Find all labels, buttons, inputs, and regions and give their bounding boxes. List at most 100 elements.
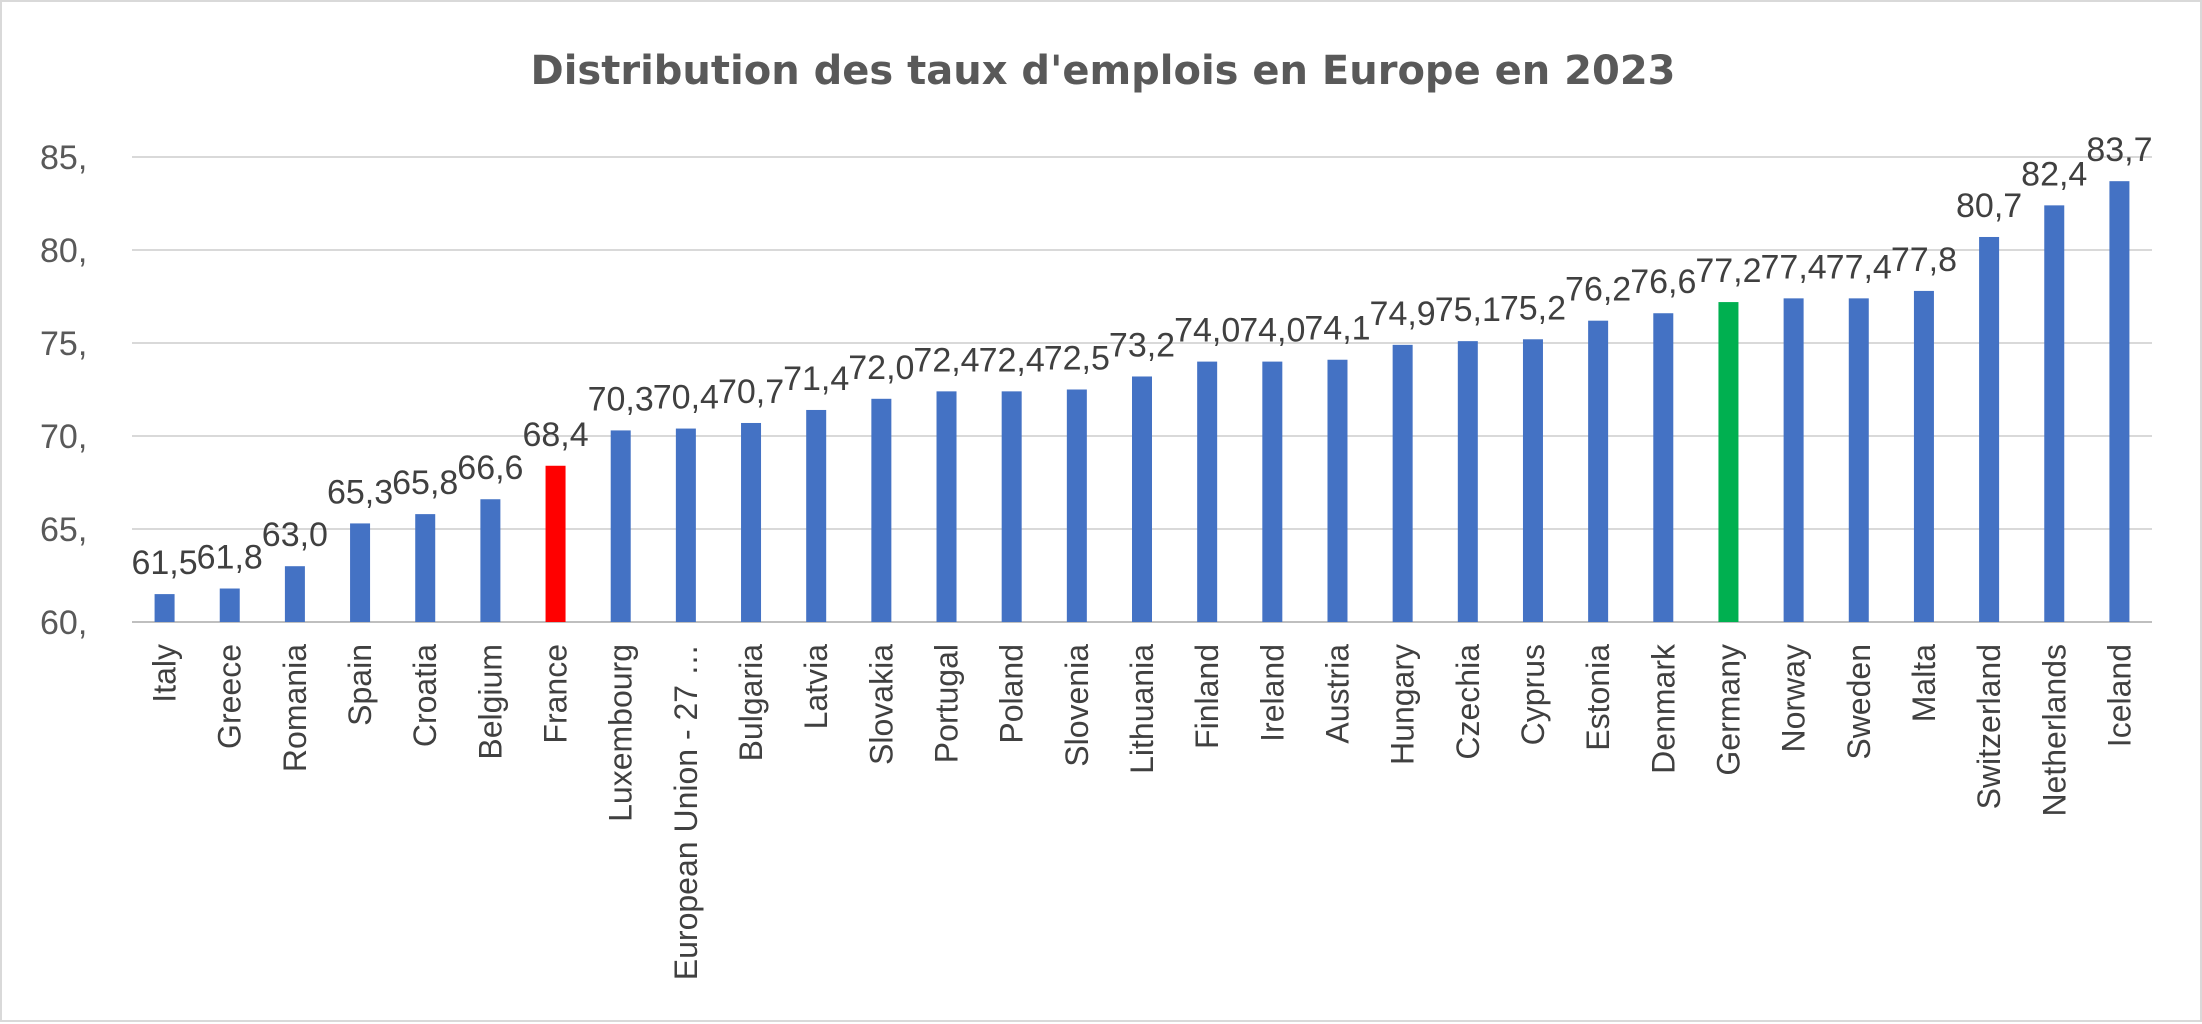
data-label: 72,0 [848, 349, 914, 387]
bar-hungary [1392, 344, 1413, 622]
data-label: 70,3 [588, 380, 654, 418]
bar-slovakia [871, 398, 892, 622]
x-tick-label: Latvia [798, 644, 834, 730]
data-label: 70,7 [718, 373, 784, 411]
x-tick-label: Romania [277, 644, 313, 772]
data-label: 72,5 [1044, 340, 1110, 378]
bar-estonia [1588, 320, 1609, 622]
x-tick-label: Ireland [1254, 644, 1290, 742]
data-label: 65,8 [392, 464, 458, 502]
data-label: 76,2 [1565, 271, 1631, 309]
x-tick-label: Netherlands [2036, 644, 2072, 817]
x-tick-label: Iceland [2101, 644, 2137, 747]
data-label: 77,4 [1761, 248, 1827, 286]
x-tick-label: Switzerland [1971, 644, 2007, 809]
x-tick-label: Malta [1906, 644, 1942, 722]
x-tick-label: Poland [994, 644, 1030, 744]
x-tick-label: Greece [212, 644, 248, 749]
x-tick-label: Estonia [1580, 644, 1616, 751]
bar-austria [1327, 359, 1348, 622]
data-label: 74,0 [1174, 312, 1240, 350]
y-tick-label: 70, [40, 418, 87, 456]
data-label: 74,1 [1304, 310, 1370, 348]
bar-france [545, 465, 566, 622]
x-tick-label: Cyprus [1515, 644, 1551, 745]
data-label: 72,4 [979, 341, 1045, 379]
y-axis-ticks: 60, 65, 70, 75, 80, 85, [40, 139, 87, 642]
bar-finland [1197, 361, 1218, 622]
bar-sweden [1848, 298, 1869, 622]
bar-romania [284, 566, 305, 622]
bar-malta [1913, 290, 1934, 622]
bar-spain [350, 523, 371, 622]
x-tick-label: Italy [147, 644, 183, 703]
bar-cyprus [1522, 339, 1543, 622]
bar-slovenia [1066, 389, 1087, 622]
y-tick-label: 80, [40, 232, 87, 270]
bar-croatia [415, 514, 436, 622]
data-label: 73,2 [1109, 326, 1175, 364]
bar-netherlands [2044, 205, 2065, 623]
bar-bulgaria [741, 422, 762, 622]
x-tick-label: Lithuania [1124, 644, 1160, 774]
x-tick-label: European Union - 27 … [668, 644, 704, 980]
x-tick-label: Germany [1710, 644, 1746, 776]
x-tick-label: Sweden [1841, 644, 1877, 760]
data-label: 65,3 [327, 473, 393, 511]
data-label: 76,6 [1630, 263, 1696, 301]
data-label: 74,0 [1239, 312, 1305, 350]
x-axis-ticks: Italy Greece Romania Spain Croatia Belgium Fra… [147, 643, 2138, 980]
data-label: 80,7 [1956, 187, 2022, 225]
x-tick-label: Slovakia [863, 644, 899, 765]
data-label: 77,4 [1826, 248, 1892, 286]
x-tick-label: Finland [1189, 644, 1225, 749]
bar-greece [219, 588, 240, 622]
data-labels: 61,561,863,0 65,365,866,668,470,370,470,7… [131, 131, 2152, 582]
data-label: 63,0 [262, 516, 328, 554]
data-label: 83,7 [2086, 131, 2152, 169]
y-tick-label: 65, [40, 511, 87, 549]
y-tick-label: 60, [40, 604, 87, 642]
bars [154, 181, 2130, 623]
bar-luxembourg [610, 430, 631, 622]
bar-italy [154, 594, 175, 622]
x-tick-label: Belgium [472, 644, 508, 760]
x-tick-label: Hungary [1385, 644, 1421, 765]
bar-germany [1718, 302, 1739, 622]
y-tick-label: 75, [40, 325, 87, 363]
data-label: 66,6 [457, 449, 523, 487]
chart-title: Distribution des taux d'emplois en Europ… [531, 48, 1676, 94]
data-label: 74,9 [1370, 295, 1436, 333]
x-tick-label: Austria [1319, 644, 1355, 744]
data-label: 68,4 [522, 416, 588, 454]
bar-latvia [806, 409, 827, 622]
bar-czechia [1457, 341, 1478, 622]
bar-ireland [1262, 361, 1283, 622]
x-tick-label: Bulgaria [733, 644, 769, 762]
bar-lithuania [1132, 376, 1152, 622]
bar-iceland [2109, 181, 2130, 622]
data-label: 61,8 [197, 539, 263, 577]
x-tick-label: Czechia [1450, 644, 1486, 760]
x-tick-label: Luxembourg [603, 644, 639, 822]
bar-european-union-27- [675, 428, 696, 622]
data-label: 61,5 [131, 544, 197, 582]
data-label: 72,4 [913, 341, 979, 379]
data-label: 75,1 [1435, 291, 1501, 329]
data-label: 77,2 [1695, 252, 1761, 290]
x-tick-label: France [538, 644, 574, 744]
data-label: 82,4 [2021, 155, 2087, 193]
x-tick-label: Norway [1776, 644, 1812, 752]
data-label: 75,2 [1500, 289, 1566, 327]
bar-norway [1783, 298, 1804, 622]
x-tick-label: Portugal [929, 644, 965, 763]
bar-portugal [936, 391, 957, 622]
bar-denmark [1653, 313, 1674, 622]
x-tick-label: Slovenia [1059, 644, 1095, 767]
data-label: 77,8 [1891, 241, 1957, 279]
data-label: 70,4 [653, 379, 719, 417]
bar-belgium [480, 499, 501, 622]
x-tick-label: Denmark [1645, 643, 1681, 774]
